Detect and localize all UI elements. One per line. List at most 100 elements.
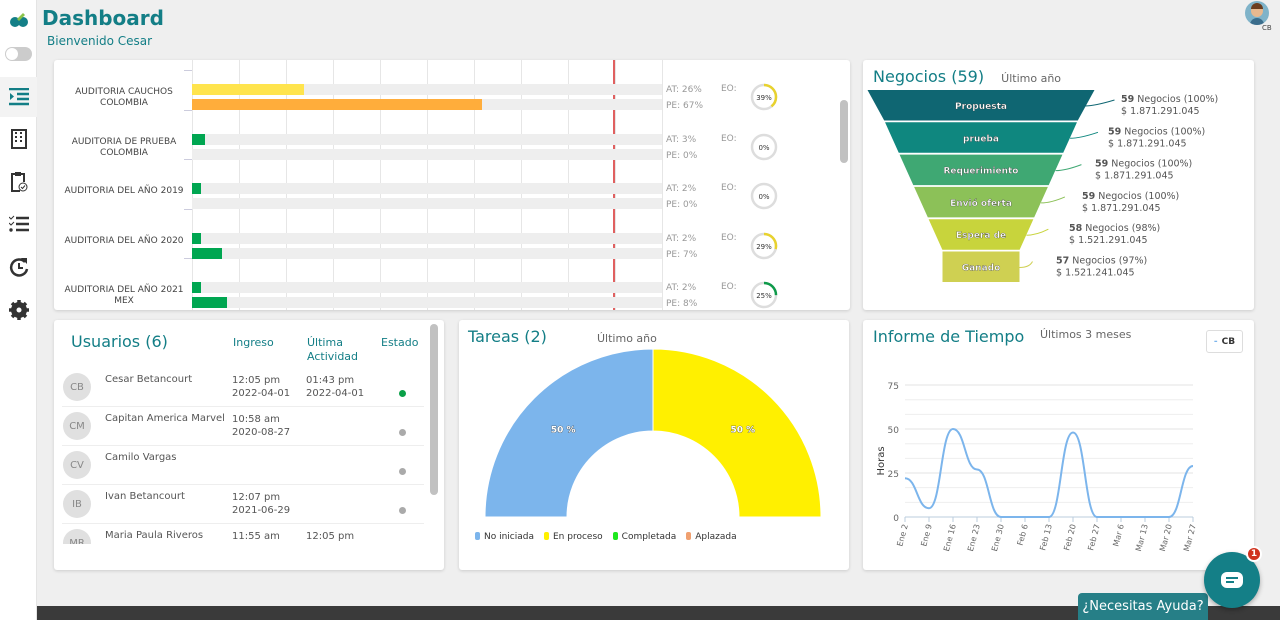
theme-toggle[interactable] [5,47,32,61]
legend-item[interactable]: En proceso [544,532,603,542]
funnel-stage [867,90,1095,121]
funnel-stage [899,154,1063,186]
user-name: Ivan Betancourt [105,491,185,502]
audit-row[interactable]: AUDITORIA DEL AÑO 2020 AT: 2% PE: 7% EO: … [54,208,844,260]
x-tick-label: Ene 16 [942,523,958,552]
y-tick-label: 75 [888,382,899,392]
legend-item[interactable]: No iniciada [475,532,534,542]
tiempo-period: Últimos 3 meses [1040,328,1132,341]
status-dot [399,468,406,475]
user-row[interactable]: CV Camilo Vargas [62,446,424,485]
funnel-stage [928,219,1034,250]
audit-row[interactable]: AUDITORIA CAUCHOS COLOMBIA AT: 26% PE: 67… [54,60,844,111]
x-tick-label: Ene 30 [990,523,1006,552]
user-avatar: IB [63,490,91,518]
pe-label: PE: 67% [666,101,704,111]
user-row[interactable]: IB Ivan Betancourt 12:07 pm 2021-06-29 [62,485,424,524]
pe-track [192,198,662,209]
pe-track [192,99,662,110]
y-tick-label: 50 [888,426,900,436]
funnel-count: 59 Negocios (100%) [1108,126,1205,137]
legend-swatch [475,532,480,540]
pe-label: PE: 7% [666,249,698,260]
clipboard-check-icon[interactable] [0,162,37,202]
pe-label: PE: 0% [666,150,698,161]
negocios-card: Negocios (59) Último año Propuesta 59 Neg… [863,60,1254,310]
x-tick-label: Ene 2 [895,523,910,547]
scrollbar[interactable] [840,100,848,163]
scrollbar[interactable] [430,324,438,495]
slice-label: 50 % [730,426,755,436]
col-ultima-actividad: Última Actividad [307,336,359,363]
user-avatar: MR [63,529,91,544]
funnel-connector [1055,164,1082,172]
funnel-count: 58 Negocios (98%) [1069,223,1160,234]
user-row[interactable]: CM Capitan America Marvel 10:58 am 2020-0… [62,407,424,446]
eo-ring: 0% [750,182,778,210]
user-name: Capitan America Marvel [105,413,225,424]
user-avatar[interactable] [1245,1,1269,25]
at-track [192,133,662,145]
user-row[interactable]: CB Cesar Betancourt 12:05 pm 2022-04-01 0… [62,368,424,407]
audit-row[interactable]: AUDITORIA DE PRUEBA COLOMBIA AT: 3% PE: 0… [54,109,844,161]
legend-cb-button[interactable]: - CB [1206,330,1243,353]
gear-icon[interactable] [0,290,37,330]
at-bar [192,84,305,95]
x-tick-label: Mar 6 [1111,523,1126,547]
tareas-card: Tareas (2) Último año 50 % 50 % No inicia… [459,320,849,570]
funnel-stage-label: Ganado [962,264,1001,274]
clock-refresh-icon[interactable] [0,247,37,287]
tareas-legend: No iniciada En proceso Completada Aplazada [475,532,737,542]
eo-ring: 0% [750,133,778,160]
chat-icon [1221,572,1243,588]
x-tick-label: Feb 27 [1086,523,1102,551]
donut-slice [484,348,654,518]
help-button[interactable]: ¿Necesitas Ayuda? [1078,593,1208,620]
audits-card: AUDITORIA CAUCHOS COLOMBIA AT: 26% PE: 67… [54,60,850,310]
audit-row[interactable]: AUDITORIA DEL AÑO 2019 AT: 2% PE: 0% EO: … [54,159,844,210]
ingreso-time: 12:07 pm [232,492,281,503]
funnel-amount: $ 1.871.291.045 [1108,138,1187,149]
svg-text:0%: 0% [758,144,769,152]
y-axis-label: Horas [876,446,887,475]
x-tick-label: Mar 20 [1158,523,1174,552]
ingreso-time: 11:55 am [232,531,280,542]
at-label: AT: 2% [666,184,697,194]
funnel-connector [1019,261,1033,268]
ingreso-time: 12:05 pm [232,375,281,386]
status-dot [399,507,406,514]
user-avatar: CV [63,451,91,479]
pe-bar [192,247,223,259]
user-row[interactable]: MR Maria Paula Riveros 11:55 am 12:05 pm [62,524,424,544]
funnel-connector [1084,99,1115,107]
x-tick-label: Ene 23 [966,523,982,552]
list-indent-icon[interactable] [0,77,37,117]
eo-label: EO: [721,282,737,292]
y-tick-label: 25 [888,470,899,480]
eo-label: EO: [721,183,737,193]
funnel-stage-label: prueba [963,134,999,144]
legend-swatch [686,532,692,540]
funnel-amount: $ 1.871.291.045 [1095,171,1174,182]
svg-text:39%: 39% [756,94,772,102]
ingreso-date: 2021-06-29 [232,505,291,516]
tareas-title: Tareas (2) [468,327,547,346]
col-ingreso: Ingreso [233,336,274,349]
funnel-count: 59 Negocios (100%) [1121,94,1218,105]
audit-row[interactable]: AUDITORIA DEL AÑO 2021 MEX AT: 2% PE: 8% … [54,258,844,309]
funnel-count: 59 Negocios (100%) [1095,159,1192,170]
sidebar [0,0,37,620]
legend-item[interactable]: Aplazada [686,532,737,542]
tiempo-title: Informe de Tiempo [873,327,1025,346]
logo-icon[interactable] [0,0,37,40]
eo-label: EO: [721,84,737,94]
legend-swatch [612,532,618,540]
eo-label: EO: [721,133,737,144]
ultima-time: 12:05 pm [306,531,355,542]
funnel-connector [1026,228,1049,236]
legend-item[interactable]: Completada [612,532,676,542]
building-icon[interactable] [0,119,37,159]
user-name: Camilo Vargas [105,452,177,463]
checklist-icon[interactable] [0,204,37,244]
status-dot [399,390,406,397]
